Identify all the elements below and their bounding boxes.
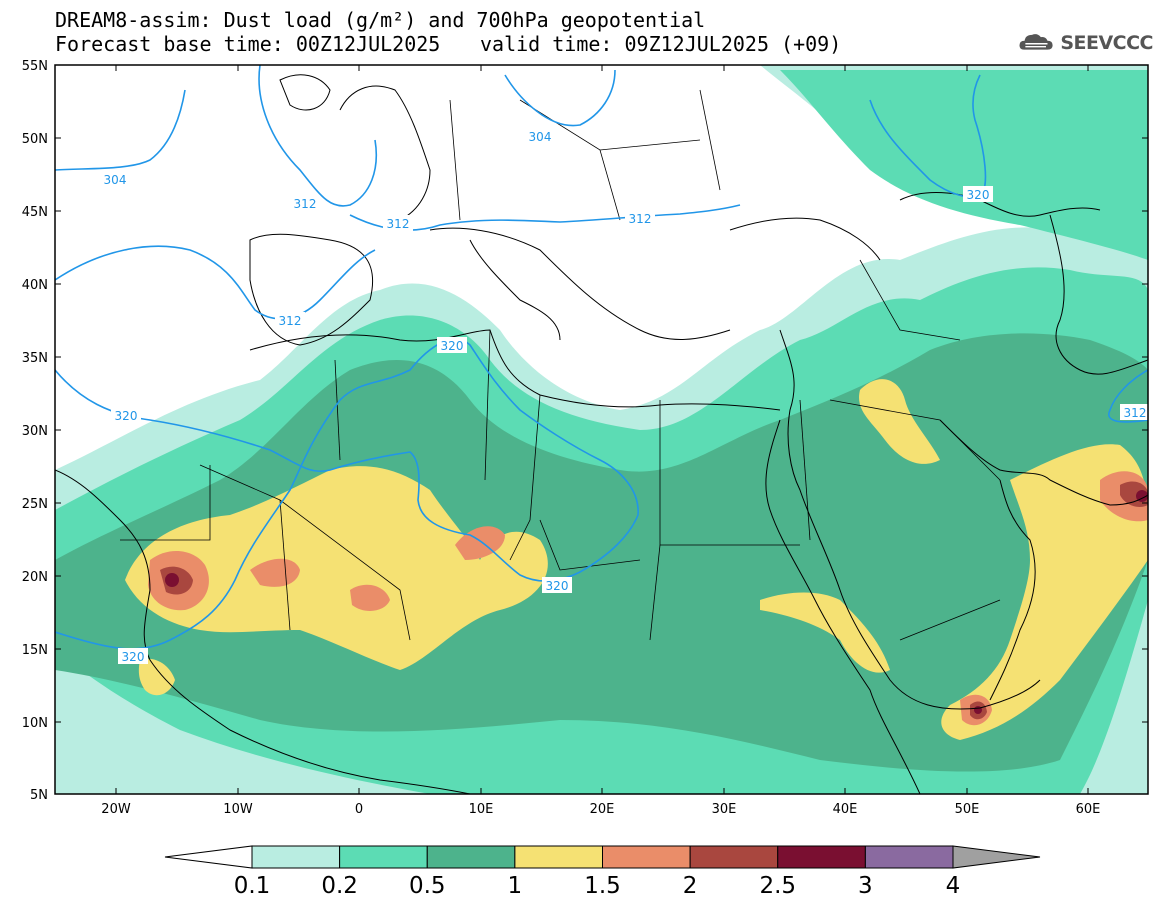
lon-label: 50E bbox=[955, 802, 980, 817]
lat-axis: 55N 50N 45N 40N 35N 30N 25N 20N 15N 10N … bbox=[22, 59, 1148, 803]
colorbar-label: 2.5 bbox=[759, 873, 796, 899]
coastlines bbox=[55, 74, 1148, 794]
contour-label: 304 bbox=[104, 173, 127, 187]
contour-label: 320 bbox=[441, 339, 464, 353]
colorbar-swatch bbox=[602, 845, 691, 869]
lat-label: 55N bbox=[22, 59, 48, 74]
lon-label: 30E bbox=[712, 802, 737, 817]
lon-label: 20E bbox=[590, 802, 615, 817]
contour-label: 320 bbox=[546, 579, 569, 593]
colorbar: 0.1 0.2 0.5 1 1.5 2 2.5 3 4 bbox=[164, 845, 1041, 899]
contour-label: 320 bbox=[115, 409, 138, 423]
dust-level-1-oman bbox=[941, 444, 1148, 740]
colorbar-label: 0.1 bbox=[234, 873, 271, 899]
lon-label: 10E bbox=[469, 802, 494, 817]
lon-axis: 20W 10W 0 10E 20E 30E 40E 50E 60E bbox=[101, 65, 1100, 817]
colorbar-swatch bbox=[514, 845, 603, 869]
colorbar-max-triangle bbox=[952, 845, 1041, 869]
lat-label: 45N bbox=[22, 205, 48, 220]
lat-label: 25N bbox=[22, 497, 48, 512]
colorbar-swatch bbox=[864, 845, 954, 869]
cloud-logo-icon bbox=[1019, 34, 1053, 50]
colorbar-swatch bbox=[339, 845, 428, 869]
contour-label: 320 bbox=[122, 650, 145, 664]
logo-text: SEEVCCC bbox=[1060, 32, 1153, 54]
dust-level-1-redsea bbox=[760, 592, 890, 673]
dust-level-1-arabia bbox=[859, 379, 940, 464]
dust-level-1-sahara bbox=[125, 466, 548, 670]
contour-label: 304 bbox=[529, 130, 552, 144]
dust-level-2.5-b bbox=[1136, 490, 1148, 502]
dust-level-1.5-c bbox=[350, 584, 390, 612]
lon-label: 0 bbox=[355, 802, 363, 817]
contour-label: 312 bbox=[387, 217, 410, 231]
colorbar-swatch bbox=[777, 845, 866, 869]
lat-label: 40N bbox=[22, 278, 48, 293]
seevccc-logo: SEEVCCC bbox=[1018, 26, 1153, 60]
colorbar-label: 0.2 bbox=[321, 873, 358, 899]
lon-label: 10W bbox=[223, 802, 253, 817]
contour-label: 320 bbox=[967, 188, 990, 202]
lat-label: 50N bbox=[22, 132, 48, 147]
dust-level-1.5-b bbox=[250, 558, 300, 587]
colorbar-label: 1.5 bbox=[584, 873, 621, 899]
contour-label: 312 bbox=[1124, 406, 1147, 420]
dust-level-1-senegal bbox=[138, 658, 175, 696]
lon-label: 60E bbox=[1076, 802, 1101, 817]
contour-labels: 304 304 312 312 312 312 320 312 320 320 … bbox=[100, 128, 1148, 664]
lat-label: 35N bbox=[22, 351, 48, 366]
forecast-base-time: Forecast base time: 00Z12JUL2025 bbox=[55, 32, 441, 56]
contour-label: 312 bbox=[629, 212, 652, 226]
colorbar-min-triangle bbox=[164, 845, 253, 869]
dust-level-2.5-c bbox=[974, 706, 982, 714]
colorbar-label: 1 bbox=[508, 873, 523, 899]
map-title: DREAM8-assim: Dust load (g/m²) and 700hP… bbox=[55, 8, 706, 32]
colorbar-swatch bbox=[426, 845, 516, 869]
contour-label: 312 bbox=[279, 314, 302, 328]
dust-level-2.5-a bbox=[165, 573, 179, 587]
lat-label: 30N bbox=[22, 424, 48, 439]
valid-time: valid time: 09Z12JUL2025 (+09) bbox=[480, 32, 842, 56]
lat-label: 15N bbox=[22, 643, 48, 658]
colorbar-swatch bbox=[251, 845, 341, 869]
contour-label: 312 bbox=[294, 197, 317, 211]
dust-fields bbox=[55, 65, 1148, 794]
colorbar-label: 2 bbox=[683, 873, 698, 899]
lat-label: 20N bbox=[22, 570, 48, 585]
colorbar-label: 3 bbox=[858, 873, 873, 899]
colorbar-label: 0.5 bbox=[409, 873, 446, 899]
lat-label: 5N bbox=[30, 788, 48, 803]
dust-level-0.2-north bbox=[780, 70, 1148, 260]
colorbar-label: 4 bbox=[946, 873, 961, 899]
lat-label: 10N bbox=[22, 716, 48, 731]
colorbar-swatch bbox=[689, 845, 779, 869]
lon-label: 40E bbox=[833, 802, 858, 817]
borders bbox=[120, 89, 1001, 641]
lon-label: 20W bbox=[101, 802, 131, 817]
